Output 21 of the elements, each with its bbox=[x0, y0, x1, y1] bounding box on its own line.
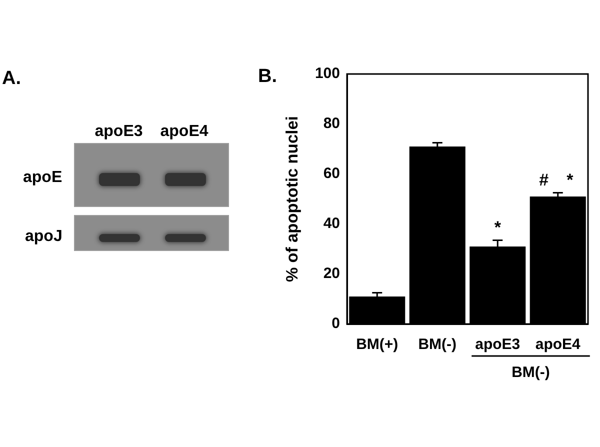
x-tick-label: BM(-) bbox=[418, 336, 457, 354]
y-tick-label: 80 bbox=[323, 115, 340, 132]
y-tick-label: 0 bbox=[332, 315, 340, 332]
chart-title: B. bbox=[258, 66, 277, 88]
x-tick-label: BM(+) bbox=[356, 336, 398, 354]
y-tick-label: 40 bbox=[323, 215, 340, 232]
text: A. bbox=[2, 68, 21, 88]
y-tick-label: 60 bbox=[323, 165, 340, 182]
x-tick-label: apoE4 bbox=[535, 336, 582, 354]
category-label: apoE4 bbox=[160, 123, 208, 140]
y-tick-label: 20 bbox=[323, 265, 340, 282]
category-label: apoJ bbox=[25, 228, 62, 245]
x-tick-label: apoE3 bbox=[475, 336, 520, 354]
annotation: * bbox=[566, 170, 574, 190]
y-tick-label: 100 bbox=[314, 65, 340, 82]
y-axis-title: % of apoptotic nuclei bbox=[283, 116, 302, 282]
text: BM(-) bbox=[512, 364, 550, 382]
category-label: apoE bbox=[23, 169, 62, 186]
annotation: # bbox=[539, 170, 550, 190]
category-label: apoE3 bbox=[94, 123, 143, 140]
annotation: * bbox=[494, 218, 502, 237]
